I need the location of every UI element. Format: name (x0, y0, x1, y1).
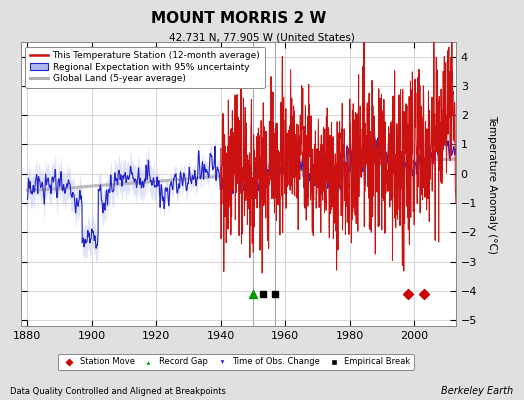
Y-axis label: Temperature Anomaly (°C): Temperature Anomaly (°C) (487, 114, 497, 254)
Legend: Station Move, Record Gap, Time of Obs. Change, Empirical Break: Station Move, Record Gap, Time of Obs. C… (58, 354, 414, 370)
Text: Berkeley Earth: Berkeley Earth (441, 386, 514, 396)
Title: MOUNT MORRIS 2 W: MOUNT MORRIS 2 W (151, 10, 326, 26)
Text: Data Quality Controlled and Aligned at Breakpoints: Data Quality Controlled and Aligned at B… (10, 387, 226, 396)
Text: 42.731 N, 77.905 W (United States): 42.731 N, 77.905 W (United States) (169, 33, 355, 43)
Legend: This Temperature Station (12-month average), Regional Expectation with 95% uncer: This Temperature Station (12-month avera… (26, 46, 265, 88)
